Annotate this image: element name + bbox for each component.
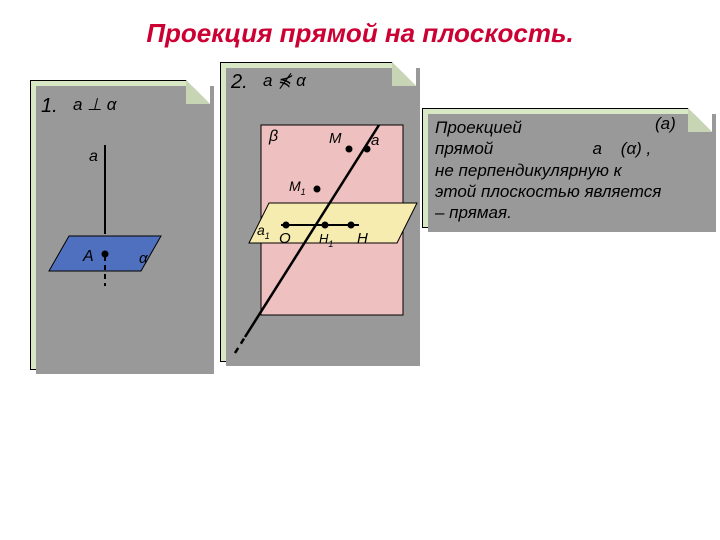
label-H: H (357, 230, 368, 247)
page-title: Проекция прямой на плоскость. (0, 18, 720, 49)
point-a-top (364, 146, 371, 153)
panel-2: 2. a ⋠ α β O H H1 M1 M a a1 (220, 62, 416, 362)
point-H (348, 222, 355, 229)
label-O: O (279, 230, 291, 247)
point-M (346, 146, 353, 153)
point-H1 (322, 222, 329, 229)
plane-alpha (249, 203, 417, 243)
fold-icon (688, 108, 712, 132)
point-A (102, 251, 109, 258)
panel-1: 1. a ⊥ α A a α (30, 80, 210, 370)
panel1-diagram: A a α (31, 121, 211, 321)
panel-3: Проекцией прямой a (α) , не перпендикуля… (422, 108, 712, 228)
label-a: a (89, 148, 98, 165)
label-A: A (82, 248, 94, 265)
panel1-number: 1. (41, 95, 58, 118)
label-alpha: α (139, 250, 148, 267)
fold-icon (392, 62, 416, 86)
label-M: M (329, 130, 342, 147)
point-M1 (314, 186, 321, 193)
panel2-diagram: β O H H1 M1 M a a1 (221, 85, 431, 365)
panel1-formula: a ⊥ α (73, 95, 116, 115)
line-a-dash (235, 337, 245, 353)
fold-icon (186, 80, 210, 104)
panel3-text: Проекцией прямой a (α) , не перпендикуля… (435, 117, 661, 223)
label-a-top: a (371, 132, 379, 149)
point-O (283, 222, 290, 229)
label-beta: β (268, 128, 278, 145)
panel3-a-paren: (a) (655, 113, 676, 134)
